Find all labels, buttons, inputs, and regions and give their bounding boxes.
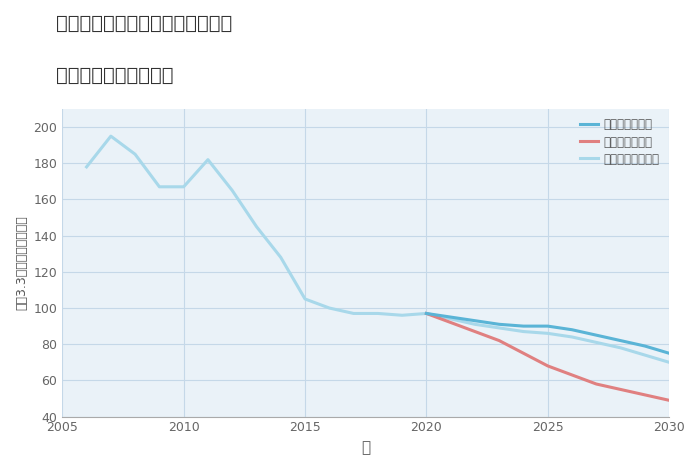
ノーマルシナリオ xyxy=(179,184,188,189)
Line: バッドシナリオ: バッドシナリオ xyxy=(426,313,669,400)
グッドシナリオ xyxy=(422,311,430,316)
ノーマルシナリオ xyxy=(276,255,285,260)
バッドシナリオ xyxy=(617,387,625,392)
グッドシナリオ xyxy=(592,332,601,338)
Line: ノーマルシナリオ: ノーマルシナリオ xyxy=(87,136,669,362)
ノーマルシナリオ xyxy=(447,316,455,321)
グッドシナリオ xyxy=(640,343,649,349)
ノーマルシナリオ xyxy=(204,157,212,163)
バッドシナリオ xyxy=(422,311,430,316)
グッドシナリオ xyxy=(470,318,479,323)
ノーマルシナリオ xyxy=(131,151,139,157)
グッドシナリオ xyxy=(568,327,576,333)
バッドシナリオ xyxy=(495,338,503,344)
ノーマルシナリオ xyxy=(495,325,503,331)
ノーマルシナリオ xyxy=(252,224,260,229)
ノーマルシナリオ xyxy=(349,311,358,316)
Y-axis label: 坪（3.3㎡）単価（万円）: 坪（3.3㎡）単価（万円） xyxy=(15,215,28,310)
ノーマルシナリオ xyxy=(155,184,164,189)
Line: グッドシナリオ: グッドシナリオ xyxy=(426,313,669,353)
Legend: グッドシナリオ, バッドシナリオ, ノーマルシナリオ: グッドシナリオ, バッドシナリオ, ノーマルシナリオ xyxy=(577,115,663,169)
バッドシナリオ xyxy=(470,329,479,334)
X-axis label: 年: 年 xyxy=(361,440,370,455)
グッドシナリオ xyxy=(447,314,455,320)
ノーマルシナリオ xyxy=(228,188,237,193)
Text: 中古戸建ての価格推移: 中古戸建ての価格推移 xyxy=(56,66,174,85)
バッドシナリオ xyxy=(447,320,455,325)
バッドシナリオ xyxy=(519,351,528,356)
グッドシナリオ xyxy=(519,323,528,329)
ノーマルシナリオ xyxy=(519,329,528,334)
ノーマルシナリオ xyxy=(398,313,406,318)
ノーマルシナリオ xyxy=(470,321,479,327)
バッドシナリオ xyxy=(568,372,576,378)
ノーマルシナリオ xyxy=(325,305,333,311)
バッドシナリオ xyxy=(640,392,649,398)
グッドシナリオ xyxy=(544,323,552,329)
ノーマルシナリオ xyxy=(568,334,576,340)
ノーマルシナリオ xyxy=(301,296,309,302)
ノーマルシナリオ xyxy=(592,340,601,345)
ノーマルシナリオ xyxy=(640,352,649,358)
ノーマルシナリオ xyxy=(374,311,382,316)
ノーマルシナリオ xyxy=(422,311,430,316)
バッドシナリオ xyxy=(592,381,601,387)
グッドシナリオ xyxy=(617,338,625,344)
バッドシナリオ xyxy=(665,398,673,403)
グッドシナリオ xyxy=(665,351,673,356)
グッドシナリオ xyxy=(495,321,503,327)
ノーマルシナリオ xyxy=(617,345,625,351)
ノーマルシナリオ xyxy=(106,133,115,139)
ノーマルシナリオ xyxy=(665,360,673,365)
ノーマルシナリオ xyxy=(83,164,91,170)
ノーマルシナリオ xyxy=(544,330,552,336)
バッドシナリオ xyxy=(544,363,552,369)
Text: 福岡県京都郡みやこ町犀川横瀬の: 福岡県京都郡みやこ町犀川横瀬の xyxy=(56,14,232,33)
